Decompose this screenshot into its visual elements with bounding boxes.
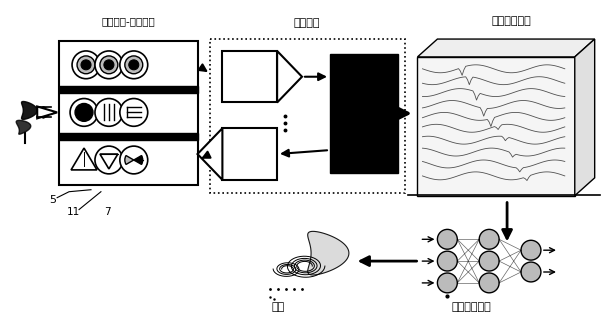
Polygon shape <box>277 51 302 102</box>
Circle shape <box>100 56 118 74</box>
Bar <box>59 41 199 185</box>
Polygon shape <box>575 39 595 196</box>
Circle shape <box>437 229 457 249</box>
Circle shape <box>479 251 499 271</box>
Circle shape <box>70 99 98 126</box>
Circle shape <box>521 262 541 282</box>
Text: 11: 11 <box>67 206 79 217</box>
Circle shape <box>95 99 123 126</box>
Circle shape <box>120 99 148 126</box>
Circle shape <box>120 51 148 79</box>
Circle shape <box>437 251 457 271</box>
Text: 7: 7 <box>104 206 111 217</box>
Polygon shape <box>308 232 349 275</box>
Circle shape <box>75 103 93 121</box>
Circle shape <box>77 56 95 74</box>
Bar <box>210 39 404 193</box>
Circle shape <box>81 60 91 70</box>
Wedge shape <box>125 156 134 164</box>
Circle shape <box>125 56 143 74</box>
Polygon shape <box>100 154 118 169</box>
Circle shape <box>120 146 148 174</box>
Circle shape <box>129 60 139 70</box>
Bar <box>37 108 51 116</box>
Bar <box>330 54 398 173</box>
Polygon shape <box>37 107 57 118</box>
Circle shape <box>72 51 100 79</box>
Text: 5: 5 <box>49 195 57 205</box>
Polygon shape <box>417 39 595 57</box>
Text: 控制模块: 控制模块 <box>294 18 320 28</box>
Circle shape <box>95 51 123 79</box>
Bar <box>59 133 199 140</box>
Bar <box>417 57 575 196</box>
Circle shape <box>521 240 541 260</box>
Text: 仿生气室-传感阵列: 仿生气室-传感阵列 <box>102 16 156 26</box>
Text: 决策: 决策 <box>271 302 285 312</box>
Circle shape <box>479 273 499 293</box>
Text: 时空模式处理: 时空模式处理 <box>452 302 491 312</box>
Bar <box>222 128 277 180</box>
Bar <box>222 51 277 102</box>
Circle shape <box>437 273 457 293</box>
Circle shape <box>104 60 114 70</box>
Polygon shape <box>21 101 37 119</box>
Polygon shape <box>71 148 97 170</box>
Bar <box>59 86 199 93</box>
Polygon shape <box>16 120 31 134</box>
Circle shape <box>479 229 499 249</box>
Wedge shape <box>134 156 143 164</box>
Text: 时空气味信息: 时空气味信息 <box>491 16 531 26</box>
Circle shape <box>95 146 123 174</box>
Polygon shape <box>197 128 222 180</box>
